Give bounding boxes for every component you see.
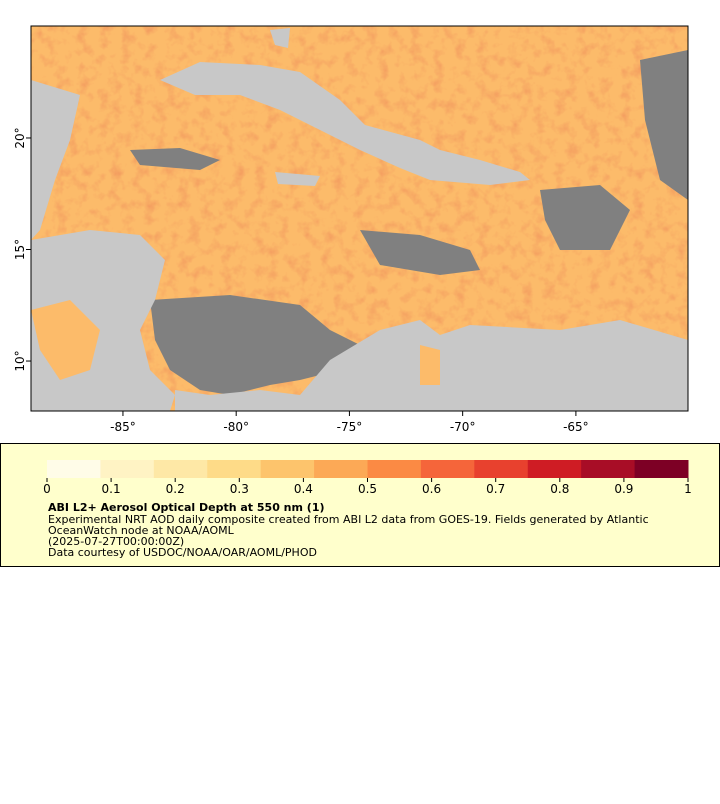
colorbar-swatch (367, 460, 422, 478)
colorbar-swatch (527, 460, 582, 478)
colorbar-tick-label: 0.3 (230, 482, 249, 496)
colorbar-tick-label: 0.1 (102, 482, 121, 496)
legend-line: Experimental NRT AOD daily composite cre… (48, 513, 649, 526)
x-tick-label: -70° (450, 420, 476, 434)
colorbar-tick-label: 1 (684, 482, 692, 496)
colorbar-swatch (314, 460, 368, 478)
map-area (31, 26, 688, 411)
legend-line: OceanWatch node at NOAA/AOML (48, 524, 235, 537)
colorbar-tick-label: 0.5 (358, 482, 377, 496)
colorbar-tick-label: 0.8 (550, 482, 569, 496)
colorbar: 0 0.1 0.2 0.3 0.4 0.5 0.6 0.7 0.8 0.9 1 (43, 460, 692, 496)
colorbar-swatch (474, 460, 529, 478)
colorbar-tick-label: 0 (43, 482, 51, 496)
axes: -85° -80° -75° -70° -65° 10° 15° 20° (13, 127, 589, 434)
colorbar-swatch (581, 460, 636, 478)
colorbar-tick-label: 0.9 (614, 482, 633, 496)
colorbar-tick-label: 0.2 (166, 482, 185, 496)
colorbar-swatch (100, 460, 155, 478)
x-tick-label: -75° (337, 420, 363, 434)
legend-line: (2025-07-27T00:00:00Z) (48, 535, 184, 548)
x-tick-label: -85° (110, 420, 136, 434)
colorbar-tick-label: 0.6 (422, 482, 441, 496)
y-tick-label: 15° (13, 239, 27, 260)
colorbar-tick-label: 0.7 (486, 482, 505, 496)
y-tick-label: 10° (13, 350, 27, 371)
colorbar-swatch (207, 460, 262, 478)
x-tick-label: -80° (223, 420, 249, 434)
colorbar-swatch (634, 460, 689, 478)
legend-line: Data courtesy of USDOC/NOAA/OAR/AOML/PHO… (48, 546, 317, 559)
y-tick-label: 20° (13, 127, 27, 148)
colorbar-swatch (153, 460, 208, 478)
x-tick-label: -65° (563, 420, 589, 434)
colorbar-tick-label: 0.4 (294, 482, 313, 496)
legend-title: ABI L2+ Aerosol Optical Depth at 550 nm … (48, 501, 325, 514)
colorbar-swatch (260, 460, 315, 478)
colorbar-swatch (420, 460, 475, 478)
colorbar-swatch (47, 460, 101, 478)
map-frame (30, 25, 689, 412)
